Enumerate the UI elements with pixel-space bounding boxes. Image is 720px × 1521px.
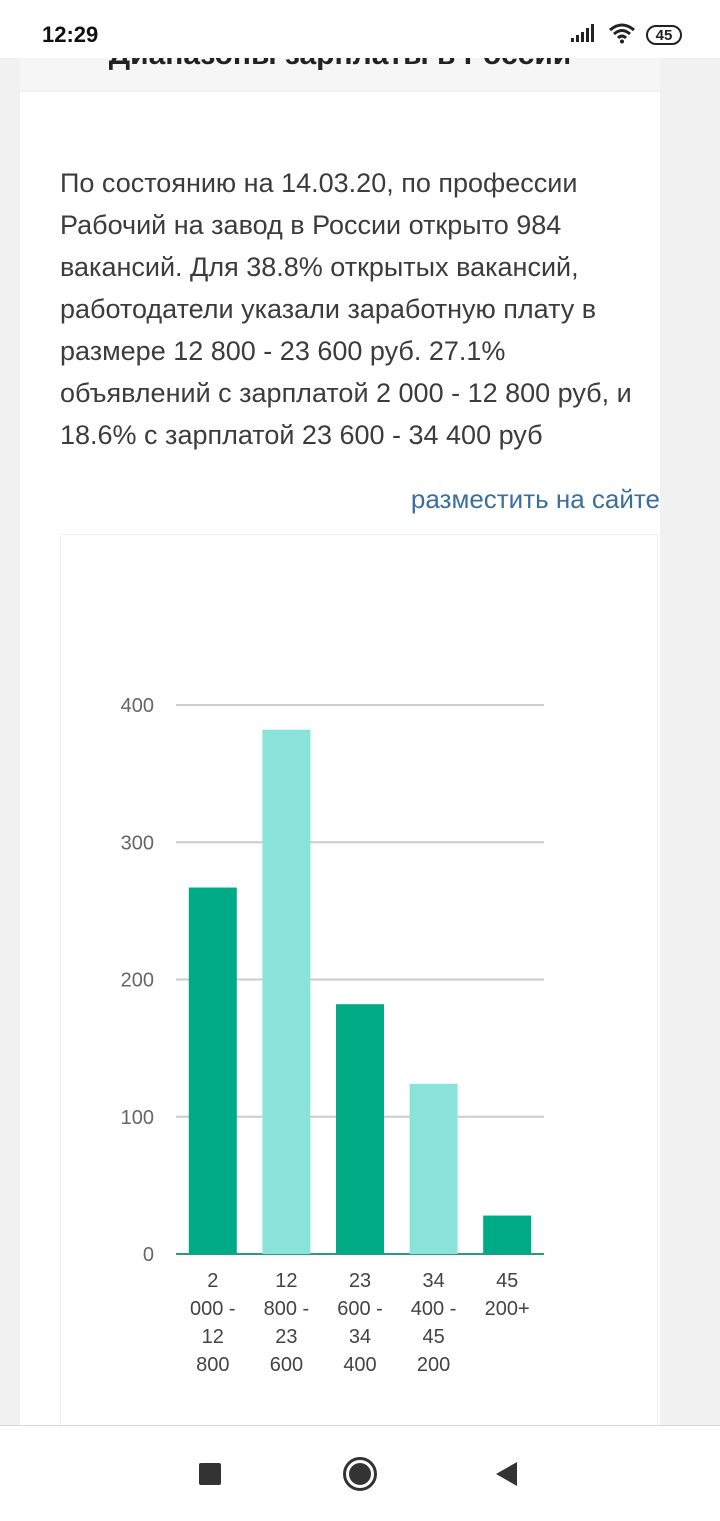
y-tick-label: 100 (121, 1107, 154, 1129)
battery-icon: 45 (646, 25, 682, 45)
salary-chart: 0 100 200 300 400 2 000 -12 800 12 800 -23 600 23 60… (60, 534, 658, 1434)
system-nav-bar (0, 1425, 720, 1521)
bar[interactable] (483, 1215, 532, 1254)
square-icon[interactable] (192, 1456, 228, 1492)
circle-icon[interactable] (342, 1456, 378, 1492)
x-tick-label: 12 800 -23 600 (264, 1270, 310, 1376)
system-icons: 45 (570, 22, 682, 48)
y-tick-label: 400 (121, 695, 154, 717)
bar[interactable] (409, 1083, 458, 1254)
signal-icon (570, 23, 598, 48)
y-tick-label: 300 (121, 832, 154, 854)
x-tick-label: 34 400 -45 200 (411, 1270, 457, 1376)
x-tick-label: 23 600 -34 400 (337, 1270, 383, 1376)
back-triangle-icon[interactable] (488, 1456, 524, 1492)
bar[interactable] (188, 887, 237, 1254)
bar[interactable] (336, 1004, 384, 1254)
wifi-icon (608, 22, 636, 49)
status-time: 12:29 (42, 22, 99, 47)
status-bar: 12:29 45 (0, 0, 720, 58)
x-tick-label: 45 200+ (485, 1270, 530, 1320)
y-tick-label: 0 (143, 1244, 154, 1266)
y-tick-label: 200 (121, 970, 154, 992)
x-tick-label: 2 000 -12 800 (190, 1270, 236, 1376)
bar-chart-svg: 0 100 200 300 400 2 000 -12 800 12 800 -23 600 23 60… (121, 695, 544, 1376)
summary-paragraph: По состоянию на 14.03.20, по профессии Р… (60, 168, 632, 450)
bar[interactable] (262, 729, 311, 1254)
content-card: По состоянию на 14.03.20, по профессии Р… (20, 92, 660, 1434)
place-on-site-link[interactable]: разместить на сайте (410, 484, 660, 514)
